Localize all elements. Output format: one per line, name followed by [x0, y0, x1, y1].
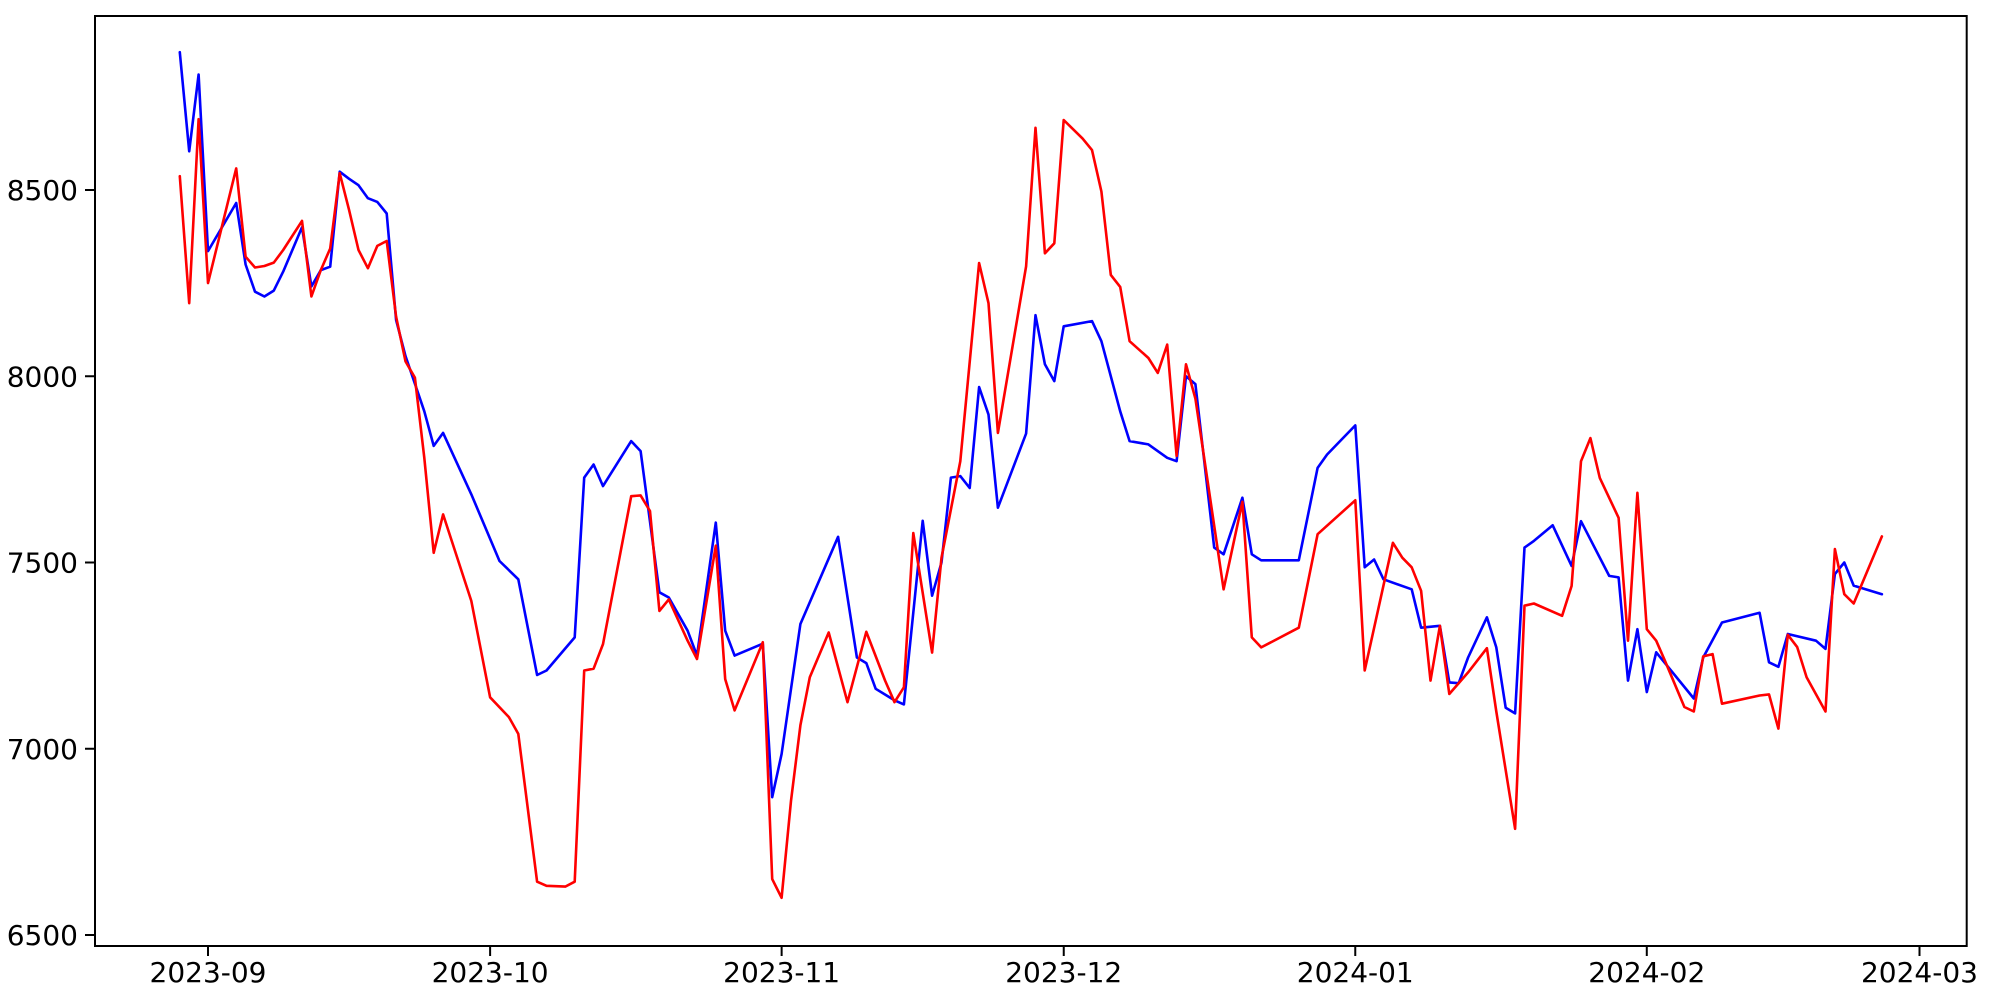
x-tick-label: 2023-12 [1005, 956, 1122, 989]
y-axis: 6500 7000 7500 8000 8500 [7, 174, 95, 952]
red-line [178, 117, 1884, 900]
x-tick-label: 2023-10 [432, 956, 549, 989]
x-tick-label: 2023-11 [723, 956, 840, 989]
y-tick-label: 7000 [7, 733, 78, 766]
y-tick-label: 8000 [7, 360, 78, 393]
axes-spines [94, 15, 1968, 947]
blue-line [178, 50, 1884, 799]
x-axis: 2023-09 2023-10 2023-11 2023-12 2024-01 2024-… [150, 946, 1978, 989]
x-tick-label: 2024-03 [1861, 956, 1978, 989]
series-group [178, 50, 1884, 900]
plot-border [94, 15, 1968, 947]
y-tick-label: 7500 [7, 547, 78, 580]
x-tick-label: 2023-09 [150, 956, 267, 989]
x-tick-label: 2024-01 [1297, 956, 1414, 989]
x-tick-label: 2024-02 [1588, 956, 1705, 989]
y-tick-label: 6500 [7, 919, 78, 952]
y-tick-label: 8500 [7, 174, 78, 207]
